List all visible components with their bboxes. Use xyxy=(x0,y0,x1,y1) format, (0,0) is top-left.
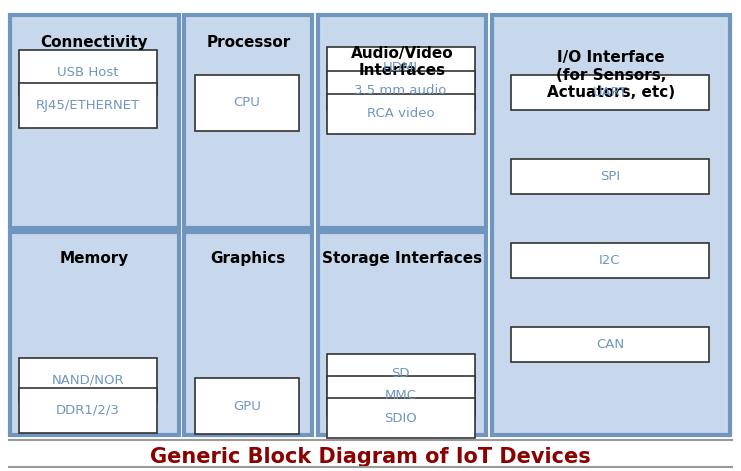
Text: CPU: CPU xyxy=(233,97,261,109)
Text: SD: SD xyxy=(391,367,410,380)
Bar xyxy=(511,326,708,362)
Bar xyxy=(185,232,312,435)
Text: UART: UART xyxy=(593,86,628,99)
Bar xyxy=(327,354,475,393)
Bar xyxy=(19,50,156,95)
Text: RCA video: RCA video xyxy=(367,107,434,121)
Bar xyxy=(327,376,475,416)
Text: RJ45/ETHERNET: RJ45/ETHERNET xyxy=(36,99,140,112)
Bar xyxy=(185,16,312,228)
Text: HDMI: HDMI xyxy=(383,61,418,73)
Bar xyxy=(10,16,179,228)
Bar xyxy=(19,358,156,402)
Bar xyxy=(511,243,708,278)
Bar xyxy=(327,47,475,87)
Bar xyxy=(318,232,486,435)
Text: Storage Interfaces: Storage Interfaces xyxy=(322,252,482,267)
Bar xyxy=(492,16,730,435)
Bar xyxy=(327,398,475,438)
Bar xyxy=(511,159,708,194)
Text: Memory: Memory xyxy=(60,252,129,267)
Text: Processor: Processor xyxy=(206,35,290,50)
Text: I2C: I2C xyxy=(599,254,621,267)
Bar xyxy=(327,71,475,110)
Text: USB Host: USB Host xyxy=(57,66,119,79)
Bar xyxy=(19,388,156,433)
Bar xyxy=(19,83,156,128)
Text: SPI: SPI xyxy=(600,170,620,183)
Text: Generic Block Diagram of IoT Devices: Generic Block Diagram of IoT Devices xyxy=(150,447,591,467)
Bar xyxy=(10,232,179,435)
Text: Connectivity: Connectivity xyxy=(41,35,148,50)
Bar xyxy=(318,16,486,228)
Text: Graphics: Graphics xyxy=(210,252,286,267)
Bar xyxy=(195,378,299,434)
Text: DDR1/2/3: DDR1/2/3 xyxy=(56,404,119,417)
Text: GPU: GPU xyxy=(233,400,261,413)
Text: Audio/Video
Interfaces: Audio/Video Interfaces xyxy=(351,46,453,78)
Text: SDIO: SDIO xyxy=(384,412,417,425)
Text: CAN: CAN xyxy=(596,338,624,350)
Bar xyxy=(511,75,708,110)
Bar xyxy=(327,94,475,134)
Text: I/O Interface
(for Sensors,
Actuators, etc): I/O Interface (for Sensors, Actuators, e… xyxy=(547,50,675,100)
Text: MMC: MMC xyxy=(385,390,416,402)
Text: NAND/NOR: NAND/NOR xyxy=(51,374,124,387)
Text: 3.5 mm audio: 3.5 mm audio xyxy=(354,84,447,97)
Bar xyxy=(195,75,299,131)
